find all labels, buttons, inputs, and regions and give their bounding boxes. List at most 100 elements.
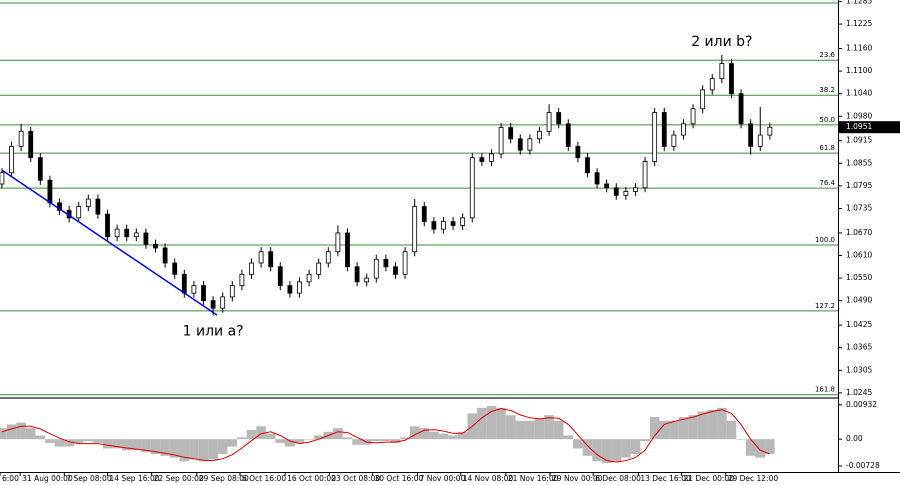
candle-body bbox=[57, 202, 62, 211]
histogram-bar bbox=[755, 439, 766, 458]
candle-body bbox=[738, 93, 744, 125]
histogram-bar bbox=[179, 439, 190, 462]
histogram-bar bbox=[477, 407, 487, 440]
histogram-bar bbox=[83, 439, 94, 442]
x-tick-label: 29 Nov 00:00 bbox=[552, 474, 603, 483]
y-tick-label: 1.0610 bbox=[846, 251, 872, 260]
candle-body bbox=[767, 126, 773, 136]
histogram-bar bbox=[438, 433, 449, 440]
histogram-bar bbox=[707, 409, 718, 440]
histogram-bar bbox=[429, 431, 439, 440]
x-tick-label: 13 Dec 16:00 bbox=[640, 474, 691, 483]
candle-body bbox=[85, 198, 91, 207]
histogram-bar bbox=[765, 439, 775, 454]
histogram-bar bbox=[16, 422, 26, 440]
x-tick-label: 22 Sep 00:00 bbox=[154, 474, 204, 483]
candle-body bbox=[671, 134, 677, 147]
y-tick-label: 1.1040 bbox=[846, 89, 872, 98]
histogram-bar bbox=[112, 439, 122, 449]
histogram-bar bbox=[189, 439, 199, 460]
candle-body bbox=[565, 123, 571, 147]
histogram-bar bbox=[6, 424, 17, 440]
histogram-bar bbox=[726, 420, 737, 440]
histogram-bar bbox=[371, 439, 382, 442]
candle-body bbox=[201, 285, 206, 302]
pane-separator bbox=[0, 397, 838, 399]
candle-body bbox=[412, 206, 418, 253]
candle-body bbox=[479, 157, 485, 162]
histogram-bar bbox=[256, 426, 266, 440]
candle-body bbox=[277, 266, 283, 287]
y-tick-label: 1.0980 bbox=[846, 111, 872, 120]
y-tick-label: 1.0670 bbox=[846, 228, 872, 237]
histogram-bar bbox=[525, 420, 535, 440]
candle-body bbox=[335, 232, 341, 253]
histogram-bar bbox=[25, 428, 36, 440]
y-tick-label: 1.1160 bbox=[846, 44, 872, 53]
candle-body bbox=[729, 63, 734, 95]
histogram-bar bbox=[592, 439, 602, 462]
fib-label: 127.2 bbox=[815, 302, 835, 310]
trend-line bbox=[1, 169, 218, 316]
candle-body bbox=[28, 130, 34, 159]
histogram-bar bbox=[573, 439, 583, 449]
candle-body bbox=[95, 198, 101, 215]
x-tick-label: 6 Oct 16:00 bbox=[242, 474, 286, 483]
candle-body bbox=[364, 277, 370, 283]
histogram-bar bbox=[198, 439, 209, 462]
x-tick-label: 23 Oct 08:00 bbox=[331, 474, 380, 483]
histogram-bar bbox=[486, 406, 497, 440]
candle-body bbox=[345, 232, 350, 268]
histogram-bar bbox=[246, 429, 257, 440]
candle-body bbox=[642, 161, 648, 189]
histogram-bar bbox=[93, 439, 103, 443]
histogram-bar bbox=[621, 439, 631, 458]
price-marker bbox=[839, 121, 900, 134]
x-tick-label: 29 Sep 08:00 bbox=[199, 474, 249, 483]
candle-body bbox=[681, 123, 686, 136]
candle-body bbox=[306, 273, 312, 283]
y-tick-label: -0.00728 bbox=[846, 461, 880, 470]
y-tick-label: 1.0795 bbox=[846, 181, 872, 190]
candle-body bbox=[633, 187, 638, 192]
candle-body bbox=[373, 258, 379, 279]
y-tick-label: 0.00 bbox=[846, 434, 863, 443]
histogram-bar bbox=[553, 420, 564, 440]
histogram-bar bbox=[35, 435, 46, 440]
candle-body bbox=[757, 134, 763, 147]
candle-body bbox=[162, 247, 168, 264]
histogram-bar bbox=[515, 420, 526, 440]
histogram-bar bbox=[649, 417, 660, 440]
candle-body bbox=[172, 262, 178, 275]
y-tick-label: 1.1225 bbox=[846, 19, 872, 28]
candle-body bbox=[421, 206, 427, 223]
candle-body bbox=[652, 112, 658, 162]
histogram-bar bbox=[457, 431, 468, 440]
histogram-bar bbox=[285, 439, 295, 447]
histogram-bar bbox=[669, 420, 679, 440]
histogram-bar bbox=[601, 439, 612, 464]
candle-body bbox=[354, 266, 360, 283]
fib-label: 61.8 bbox=[819, 144, 835, 152]
histogram-bar bbox=[736, 439, 746, 440]
candle-body bbox=[153, 243, 158, 249]
y-tick-label: 1.0365 bbox=[846, 343, 872, 352]
candle-body bbox=[594, 172, 600, 185]
y-tick-label: 1.0305 bbox=[846, 365, 872, 374]
candle-body bbox=[9, 145, 14, 174]
candle-body bbox=[556, 112, 562, 125]
y-tick-label: 1.0550 bbox=[846, 273, 872, 282]
histogram-bar bbox=[390, 439, 401, 443]
candle-body bbox=[623, 191, 629, 196]
y-tick-label: 1.1100 bbox=[846, 66, 872, 75]
y-tick-label: 0.00932 bbox=[846, 400, 877, 409]
fib-label: 23.6 bbox=[819, 51, 835, 59]
x-tick-label: 6 Dec 08:00 bbox=[595, 474, 641, 483]
x-tick-label: 14 Sep 16:00 bbox=[110, 474, 160, 483]
histogram-bar bbox=[265, 433, 276, 440]
candle-body bbox=[431, 221, 437, 230]
candle-body bbox=[546, 112, 552, 132]
candle-body bbox=[508, 127, 514, 140]
candle-body bbox=[325, 251, 331, 264]
